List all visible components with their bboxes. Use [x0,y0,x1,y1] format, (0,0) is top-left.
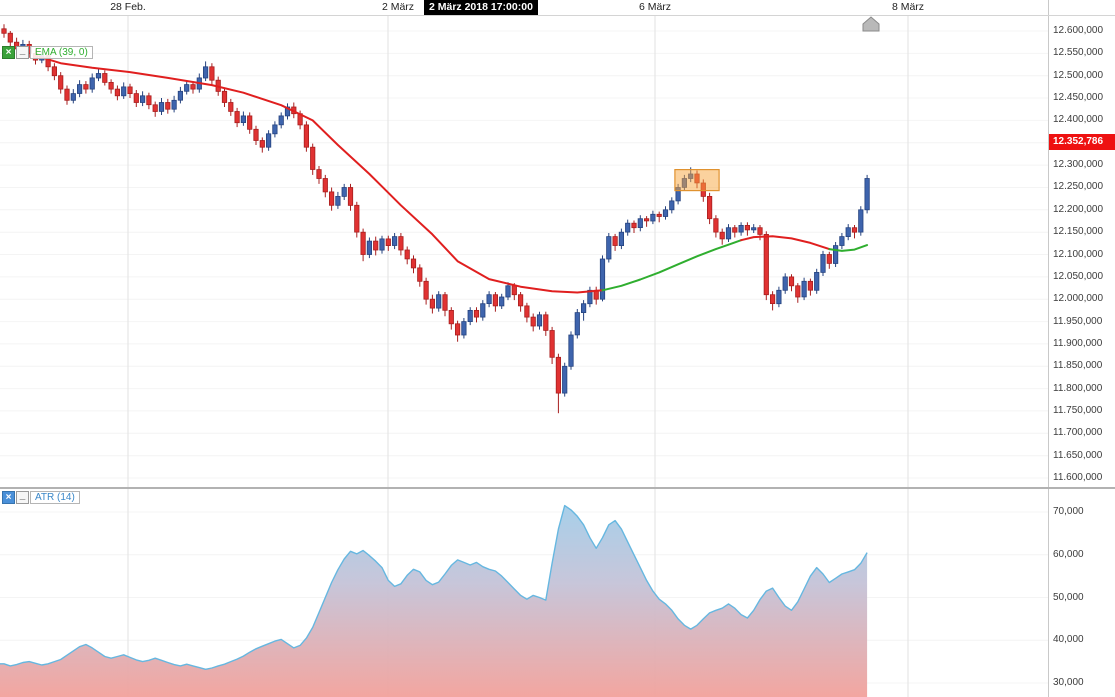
atr-indicator-label[interactable]: ATR (14) [30,491,80,504]
price-tick-label: 11.900,000 [1053,338,1103,349]
ema-line-red[interactable] [34,54,604,294]
main-chart-canvas[interactable] [0,0,1048,489]
time-axis-label: 28 Feb. [110,1,146,13]
time-axis[interactable]: 28 Feb. 2 März 6 März 8 März [0,0,1115,16]
atr-close-button[interactable]: × [2,491,15,504]
price-tick-label: 12.000,000 [1053,293,1104,304]
chart-marker-icon[interactable] [862,16,880,32]
price-tick-label: 11.800,000 [1053,383,1103,394]
atr-tick-label: 60,000 [1053,549,1084,560]
atr-tick-label: 50,000 [1053,592,1084,603]
ema-line-green[interactable] [601,239,743,292]
time-axis-label: 6 März [638,1,672,13]
price-axis-column[interactable]: 12.352,786 12.600,000 12.550,000 12.500,00… [1048,0,1115,697]
atr-line[interactable] [0,504,868,671]
price-tick-label: 12.200,000 [1053,204,1104,215]
atr-minimize-button[interactable]: _ [16,491,29,504]
price-tick-label: 12.450,000 [1053,92,1104,103]
ema-line-red[interactable] [740,235,831,251]
price-tick-label: 12.300,000 [1053,159,1104,170]
price-tick-label: 12.050,000 [1053,271,1104,282]
price-tick-label: 12.250,000 [1053,181,1104,192]
ema-minimize-button[interactable]: _ [16,46,29,59]
atr-chart-canvas[interactable] [0,489,1048,697]
atr-tick-label: 30,000 [1053,677,1084,688]
price-tick-label: 11.850,000 [1053,360,1103,371]
highlight-box[interactable] [674,169,720,192]
crosshair-time-tooltip: 2 März 2018 17:00:00 [424,0,538,15]
price-tick-label: 11.700,000 [1053,427,1103,438]
atr-tick-label: 70,000 [1053,506,1084,517]
atr-area [0,505,868,697]
price-tick-label: 12.150,000 [1053,226,1104,237]
panel-divider[interactable] [0,487,1115,489]
candles [1,24,870,414]
ema-line-green[interactable] [828,244,869,252]
price-tick-label: 12.100,000 [1053,249,1104,260]
last-price-badge: 12.352,786 [1049,134,1115,150]
price-tick-label: 11.950,000 [1053,316,1103,327]
time-axis-label: 8 März [891,1,925,13]
time-axis-label: 2 März [381,1,415,13]
price-tick-label: 12.600,000 [1053,25,1104,36]
price-tick-label: 12.550,000 [1053,47,1104,58]
ema-close-button[interactable]: × [2,46,15,59]
price-tick-label: 12.400,000 [1053,114,1104,125]
price-tick-label: 11.750,000 [1053,405,1103,416]
price-tick-label: 11.600,000 [1053,472,1103,483]
ema-indicator-label[interactable]: EMA (39, 0) [30,46,93,59]
atr-tick-label: 40,000 [1053,634,1084,645]
price-tick-label: 11.650,000 [1053,450,1103,461]
price-tick-label: 12.500,000 [1053,70,1104,81]
